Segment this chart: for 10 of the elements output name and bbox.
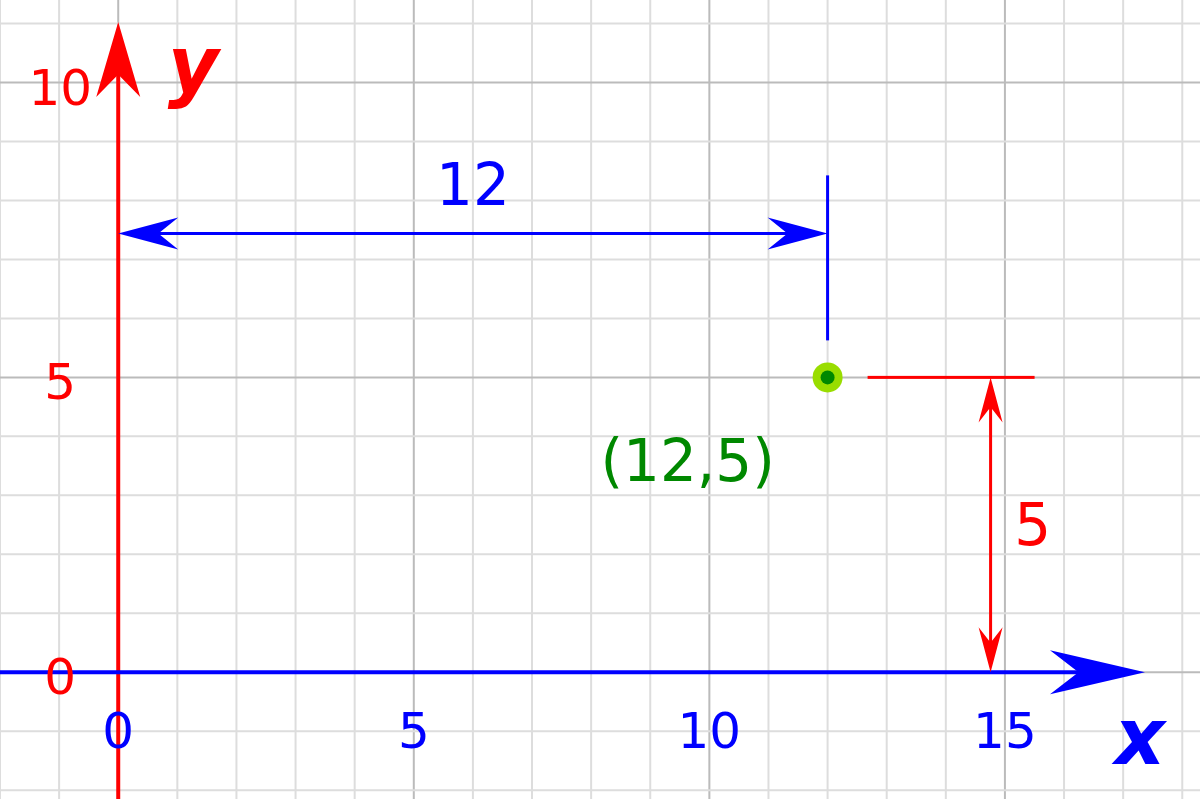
x-tick-label: 10	[677, 702, 742, 761]
y-axis-title: y	[167, 20, 222, 110]
annotation: (12,5)	[600, 427, 775, 496]
x-tick-label: 5	[397, 702, 430, 761]
annotation: 12	[436, 151, 510, 220]
y-tick-label: 5	[44, 353, 77, 412]
x-tick-label: 15	[973, 702, 1037, 761]
annotation: 5	[1014, 490, 1052, 559]
y-tick-label: 10	[28, 58, 93, 117]
x-axis-title: x	[1110, 692, 1168, 783]
